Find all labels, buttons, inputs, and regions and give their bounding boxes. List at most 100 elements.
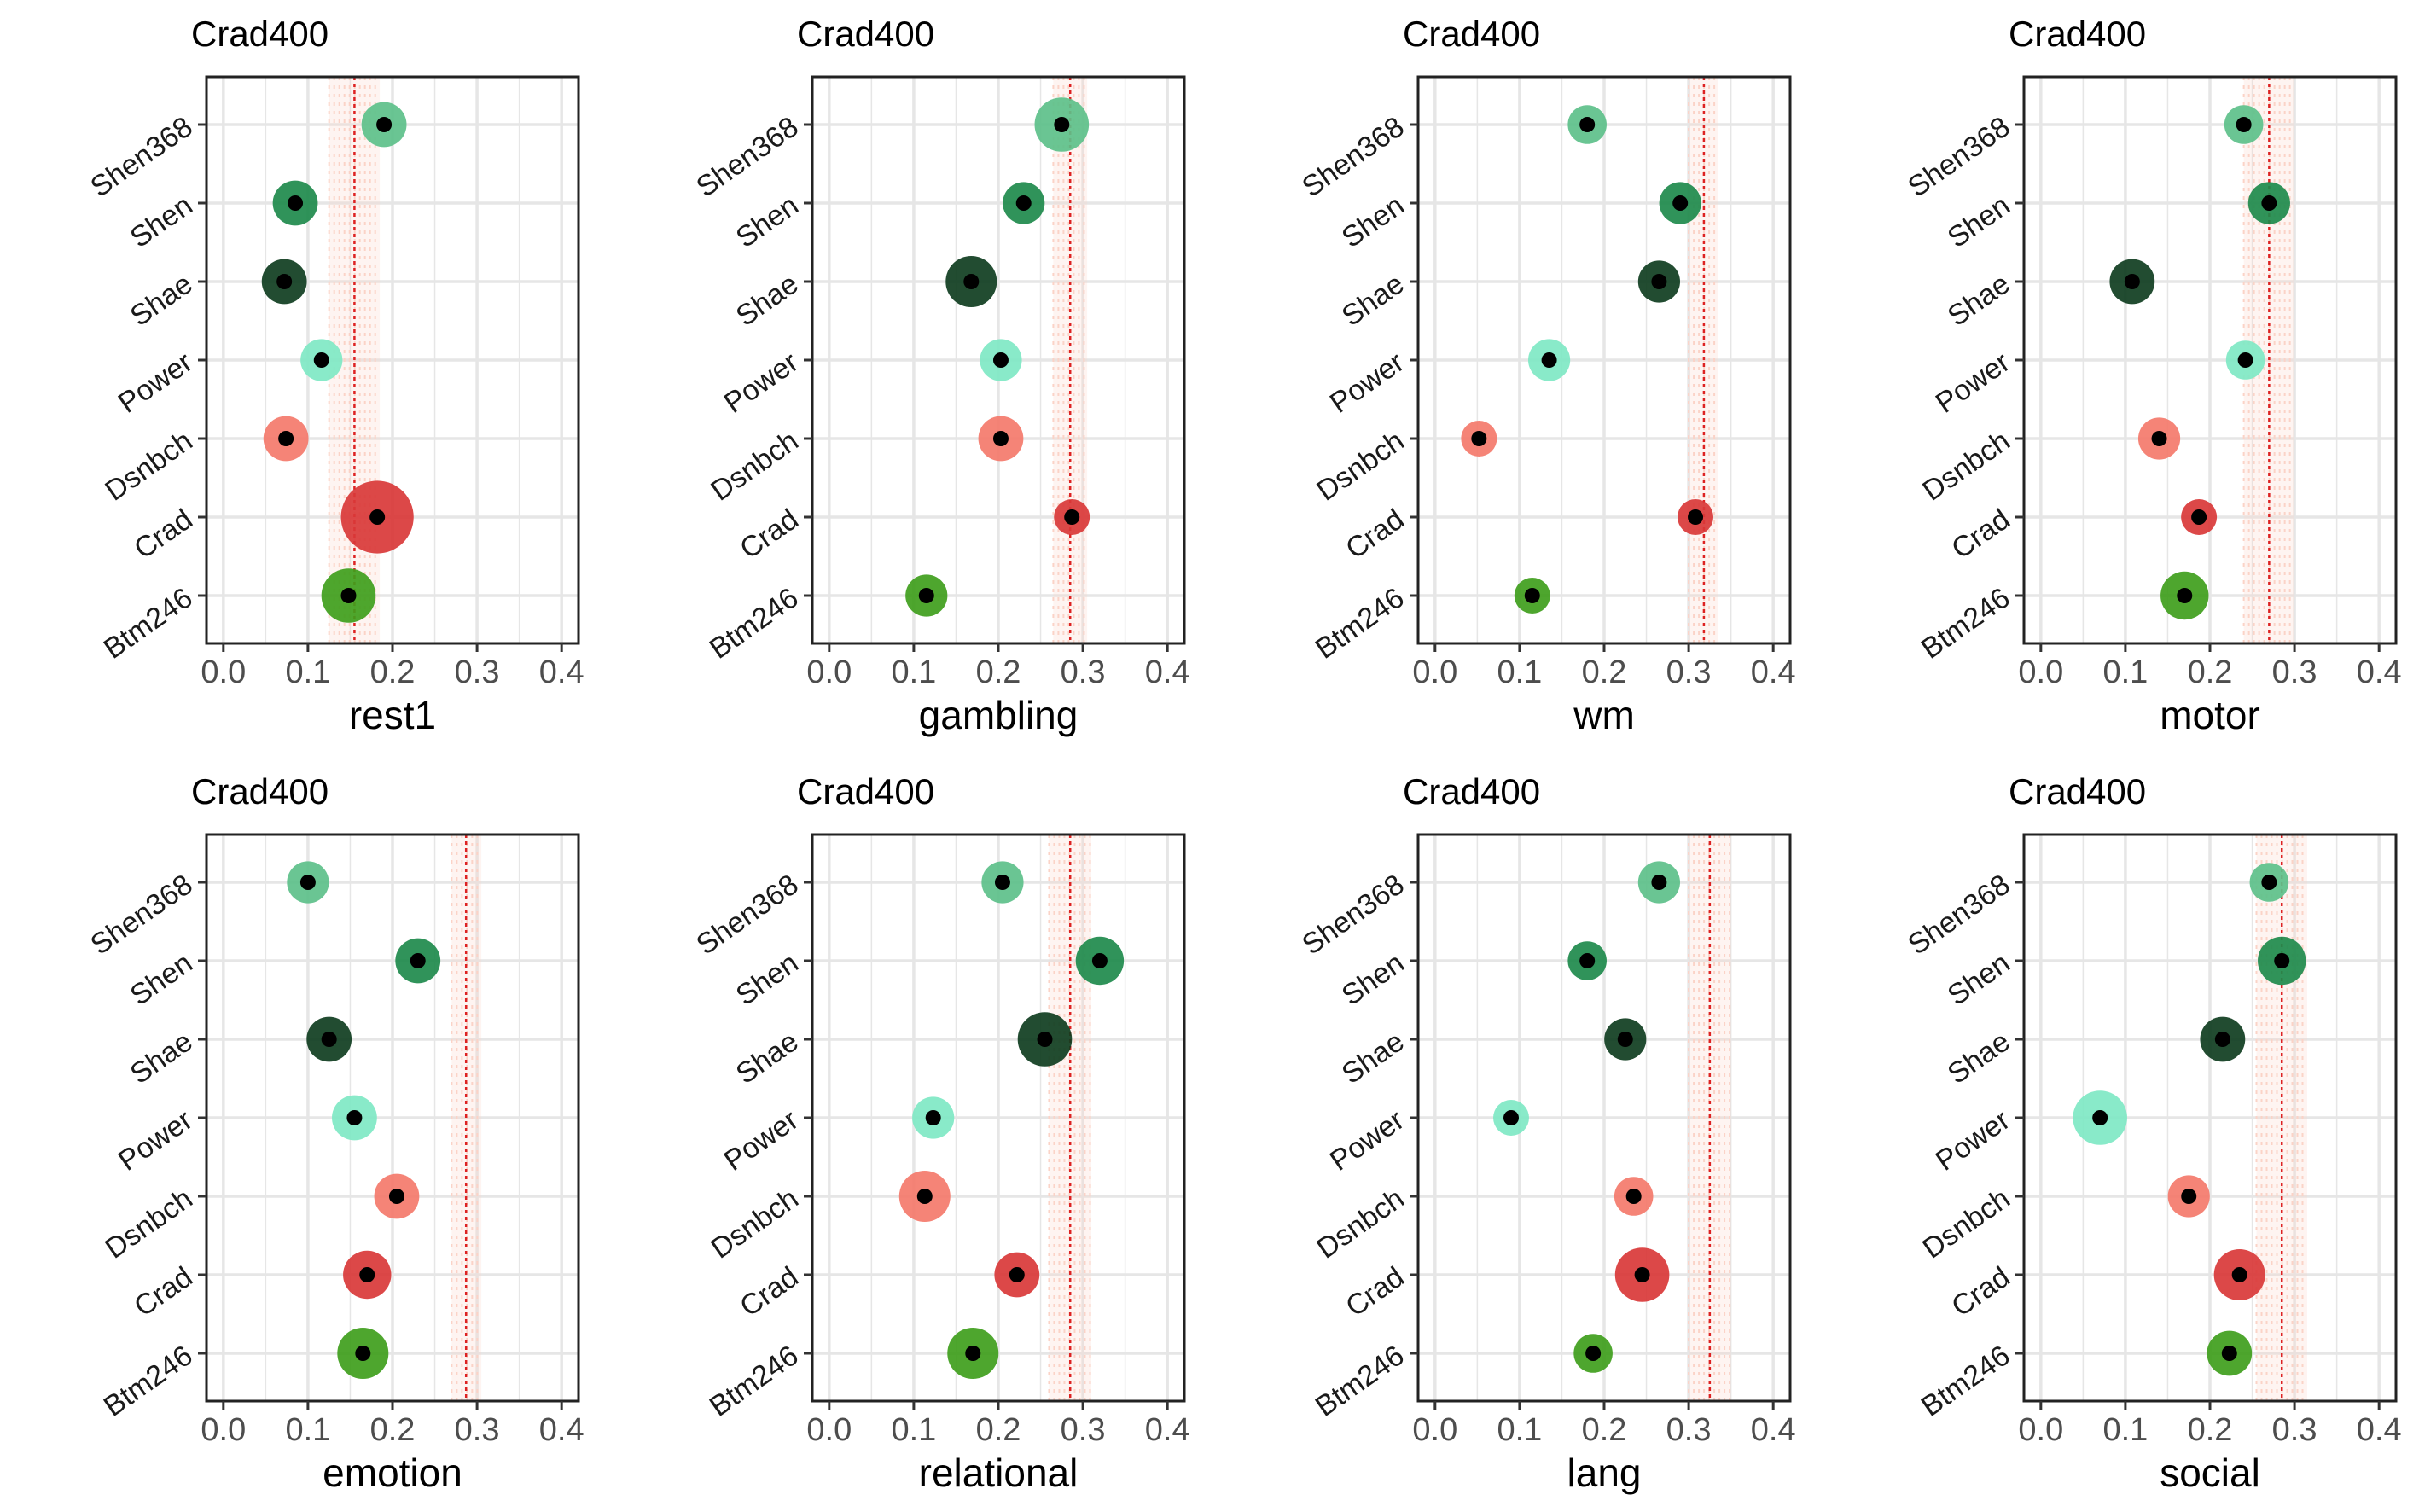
point-center-shen [1672,195,1689,211]
y-tick-label: Power [1324,346,1410,419]
x-tick-label: 0.3 [455,1412,500,1448]
x-tick-label: 0.1 [1497,654,1542,690]
y-tick-label: Dsnbch [1916,1182,2015,1265]
x-axis-label: rest1 [349,693,436,737]
x-tick-label: 0.0 [806,654,852,690]
point-center-power [346,1110,363,1125]
y-tick-label: Dsnbch [1916,424,2015,507]
point-center-shae [1037,1032,1053,1047]
panel-title: Crad400 [2009,771,2146,811]
point-center-dsnbch [992,431,1009,446]
x-tick-label: 0.1 [1497,1412,1542,1448]
y-tick-label: Power [1930,1103,2016,1177]
y-tick-label: Btm246 [704,1339,805,1422]
y-tick-label: Power [718,346,805,419]
point-center-btm246 [1524,588,1540,603]
x-tick-label: 0.3 [455,654,500,690]
point-center-dsnbch [916,1189,933,1204]
point-center-shen368 [994,875,1010,890]
x-tick-label: 0.1 [285,654,330,690]
y-tick-label: Shae [1336,1025,1410,1090]
point-center-shen368 [2236,117,2252,132]
x-tick-label: 0.2 [1582,1412,1627,1448]
point-center-power [313,352,329,368]
x-tick-label: 0.3 [1061,1412,1106,1448]
point-center-power [2237,352,2253,368]
x-tick-label: 0.2 [1582,654,1627,690]
x-tick-label: 0.1 [2102,654,2148,690]
point-center-btm246 [2221,1346,2237,1361]
y-tick-label: Shen [125,189,199,254]
point-center-power [2092,1110,2108,1125]
point-center-shen368 [376,117,393,132]
y-tick-label: Shen368 [1902,110,2015,203]
x-axis-label: lang [1567,1451,1642,1495]
x-tick-label: 0.2 [976,654,1021,690]
point-center-shen [1579,953,1596,968]
y-tick-label: Shen [1336,946,1410,1012]
y-tick-label: Shen [1942,189,2016,254]
y-tick-label: Crad [1945,1260,2015,1323]
panel-title: Crad400 [1403,14,1540,54]
y-tick-label: Btm246 [98,1339,199,1422]
point-center-shae [1651,274,1667,289]
y-tick-label: Shen [125,946,199,1012]
point-center-shen368 [1579,117,1596,132]
y-tick-label: Crad [1340,503,1410,565]
y-tick-label: Shae [730,267,805,333]
point-center-dsnbch [388,1189,404,1204]
y-tick-label: Shae [125,267,199,333]
y-tick-label: Shae [125,1025,199,1090]
x-axis-label: relational [919,1451,1079,1495]
x-tick-label: 0.1 [285,1412,330,1448]
x-tick-label: 0.1 [2102,1412,2148,1448]
y-tick-label: Dsnbch [705,424,804,507]
point-center-shen [2261,195,2277,211]
y-tick-label: Crad [734,1260,804,1323]
point-center-dsnbch [1471,431,1487,446]
y-tick-label: Shen368 [84,110,198,203]
x-tick-label: 0.4 [2357,654,2402,690]
point-center-crad [1064,509,1080,525]
point-center-shen [288,195,304,211]
point-center-btm246 [965,1346,981,1361]
point-center-power [1541,352,1557,368]
x-axis-label: wm [1573,693,1635,737]
x-tick-label: 0.3 [1666,654,1712,690]
panel-title: Crad400 [1403,771,1540,811]
panel-title: Crad400 [191,14,329,54]
x-tick-label: 0.2 [2188,1412,2233,1448]
x-tick-label: 0.0 [806,1412,852,1448]
x-tick-label: 0.2 [370,654,416,690]
point-center-shae [963,274,980,289]
point-center-btm246 [918,588,934,603]
x-axis-label: gambling [919,693,1079,737]
x-tick-label: 0.4 [539,1412,584,1448]
y-tick-label: Dsnbch [99,1182,198,1265]
y-tick-label: Crad [1340,1260,1410,1323]
y-tick-label: Power [113,346,199,419]
point-center-shen368 [299,875,316,890]
x-tick-label: 0.4 [1751,1412,1796,1448]
y-tick-label: Power [1324,1103,1410,1177]
point-center-power [925,1110,941,1125]
point-center-dsnbch [2151,431,2167,446]
point-center-btm246 [340,588,357,603]
point-center-dsnbch [2181,1189,2197,1204]
y-tick-label: Crad [128,1260,198,1323]
x-tick-label: 0.0 [201,654,246,690]
panel-title: Crad400 [2009,14,2146,54]
y-tick-label: Shen368 [1296,868,1410,961]
y-tick-label: Shen368 [1902,868,2015,961]
point-center-shae [1617,1032,1633,1047]
x-tick-label: 0.2 [976,1412,1021,1448]
point-center-crad [2191,509,2207,525]
x-tick-label: 0.3 [2272,654,2317,690]
point-center-power [992,352,1009,368]
y-tick-label: Shen368 [690,110,804,203]
